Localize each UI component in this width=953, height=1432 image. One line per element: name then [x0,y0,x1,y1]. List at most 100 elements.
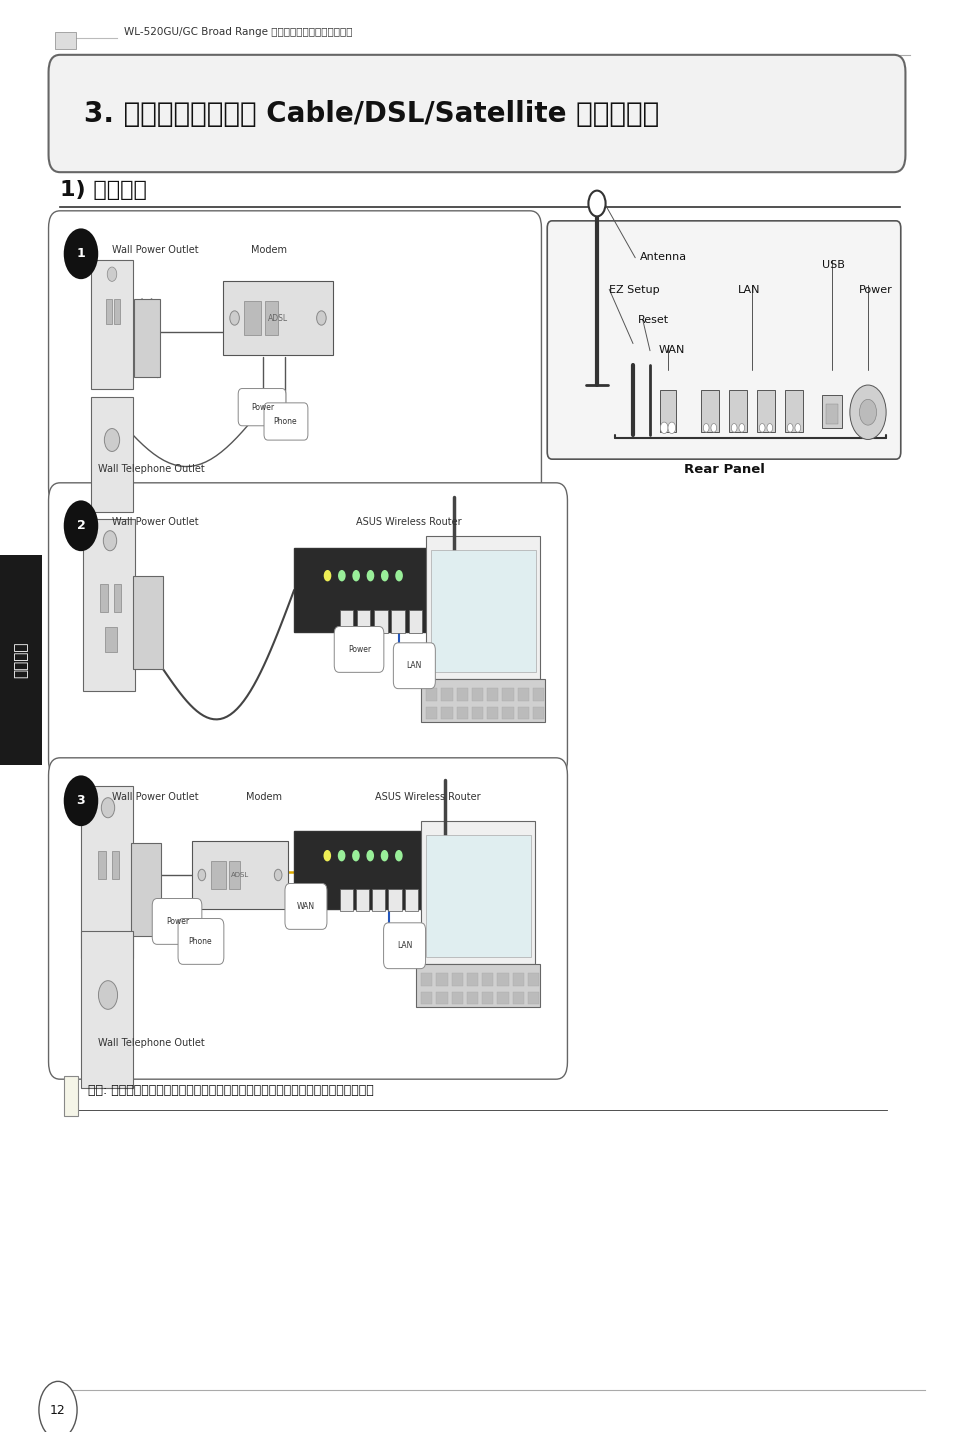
Circle shape [337,570,345,581]
Circle shape [337,851,345,862]
Text: LAN: LAN [737,285,760,295]
Text: WAN: WAN [658,345,684,355]
Bar [466,991,477,1004]
FancyBboxPatch shape [383,922,425,968]
Bar [466,972,477,985]
Circle shape [230,311,239,325]
Circle shape [98,981,117,1010]
Bar [451,972,462,985]
Bar [436,991,447,1004]
Bar [757,390,774,432]
Text: Power: Power [166,916,190,927]
Text: LAN: LAN [406,662,421,670]
Bar [416,964,539,1007]
Bar [0,556,42,765]
Bar [229,861,240,889]
Bar [64,1075,77,1116]
Bar [481,991,493,1004]
Bar [339,610,353,633]
Text: Wall Telephone Outlet: Wall Telephone Outlet [98,1038,205,1048]
Circle shape [794,424,800,432]
Text: LAN: LAN [396,941,412,951]
Circle shape [710,424,716,432]
Bar [533,687,544,700]
Bar [502,706,514,719]
Bar [212,861,226,889]
Bar [193,841,288,909]
Text: 1) 线缆连接: 1) 线缆连接 [60,180,147,200]
Bar [132,576,163,669]
Bar [517,706,529,719]
FancyBboxPatch shape [49,54,904,172]
Circle shape [380,570,388,581]
Bar [512,972,523,985]
Bar [825,404,837,424]
Text: 简体中文: 简体中文 [13,642,29,679]
FancyBboxPatch shape [238,388,286,425]
Circle shape [101,798,114,818]
Text: 注意: 仅可使用产品包装中所含的电源适配器，使用其他适配器可能会导致设备损毁。: 注意: 仅可使用产品包装中所含的电源适配器，使用其他适配器可能会导致设备损毁。 [88,1084,374,1097]
Circle shape [65,501,97,550]
Bar [133,298,160,377]
Text: Reset: Reset [638,315,668,325]
Circle shape [107,266,116,281]
Circle shape [739,424,744,432]
Bar [420,972,432,985]
Circle shape [702,424,708,432]
Text: ADSL: ADSL [268,314,288,322]
Bar [113,584,121,613]
Bar [420,991,432,1004]
Text: ADSL: ADSL [231,872,249,878]
Bar [527,972,538,985]
Bar [105,627,116,653]
Text: 3. 连接无线路由器至 Cable/DSL/Satellite 调制解调器: 3. 连接无线路由器至 Cable/DSL/Satellite 调制解调器 [84,99,659,127]
Bar [404,889,417,911]
Circle shape [104,428,119,451]
Circle shape [65,229,97,278]
Circle shape [731,424,737,432]
Bar [83,520,134,692]
Text: Phone: Phone [273,417,296,425]
Bar [497,991,508,1004]
Text: ASUS Wireless Router: ASUS Wireless Router [375,792,480,802]
Bar [372,889,385,911]
Bar [481,972,493,985]
Circle shape [588,190,605,216]
Text: Modem: Modem [246,792,282,802]
Text: Wall Power Outlet: Wall Power Outlet [112,517,199,527]
Circle shape [395,570,402,581]
Bar [294,831,456,909]
Text: Power: Power [252,402,274,411]
Circle shape [380,851,388,862]
Text: Antenna: Antenna [639,252,686,262]
Bar [91,397,132,511]
Bar [113,298,119,324]
Circle shape [659,422,667,434]
Bar [55,33,76,50]
Bar [374,610,387,633]
FancyBboxPatch shape [49,483,567,778]
Circle shape [39,1382,77,1432]
Bar [502,687,514,700]
Bar [426,536,540,679]
FancyBboxPatch shape [334,627,383,673]
Bar [426,706,437,719]
FancyBboxPatch shape [152,898,202,944]
Bar [472,706,483,719]
Text: Wall Telephone Outlet: Wall Telephone Outlet [98,464,205,474]
Bar [100,584,108,613]
Bar [487,706,498,719]
Bar [294,548,465,632]
Bar [339,889,353,911]
Circle shape [316,311,326,325]
Bar [431,550,536,672]
Bar [441,706,453,719]
Bar [420,821,535,964]
FancyBboxPatch shape [393,643,435,689]
Bar [527,991,538,1004]
FancyBboxPatch shape [285,884,327,929]
Bar [487,687,498,700]
Bar [131,843,161,937]
Text: 3: 3 [76,795,85,808]
Circle shape [103,531,116,551]
